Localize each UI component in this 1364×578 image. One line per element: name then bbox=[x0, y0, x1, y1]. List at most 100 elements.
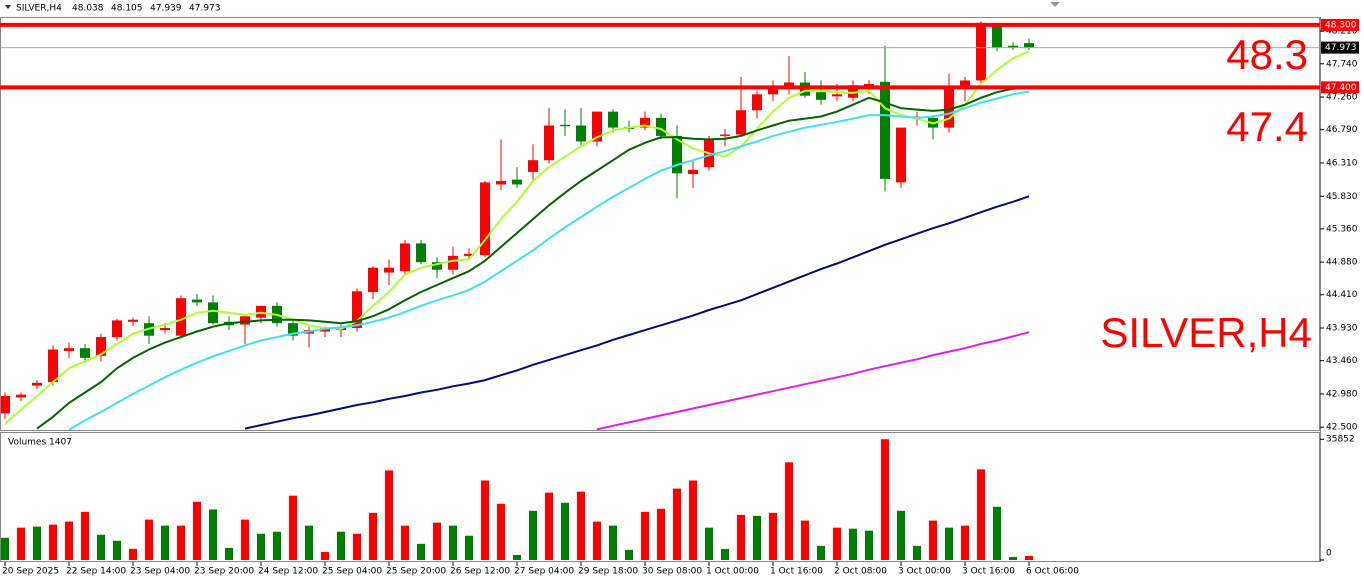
candle-body bbox=[896, 127, 906, 183]
x-tick-label: 20 Sep 2025 bbox=[2, 567, 59, 577]
candle-body bbox=[1024, 43, 1034, 48]
menu-arrow[interactable] bbox=[5, 5, 11, 9]
candle-body bbox=[960, 80, 970, 88]
volume-bar bbox=[657, 508, 665, 560]
candle-body bbox=[768, 87, 778, 95]
candle-body bbox=[64, 348, 74, 351]
x-tick-label: 29 Sep 18:00 bbox=[578, 567, 638, 577]
candle-body bbox=[560, 124, 570, 127]
header-low: 47.939 bbox=[150, 4, 182, 14]
volume-bar bbox=[529, 510, 537, 560]
volume-bar bbox=[321, 551, 329, 560]
volume-bar bbox=[17, 527, 25, 560]
candle-body bbox=[160, 328, 170, 331]
volume-bar bbox=[497, 503, 505, 560]
candle-body bbox=[496, 180, 506, 185]
candle-body bbox=[944, 87, 954, 128]
volume-bar bbox=[65, 521, 73, 560]
shift-marker bbox=[1050, 2, 1060, 7]
volume-bar bbox=[817, 545, 825, 560]
candle-body bbox=[832, 94, 842, 97]
candle-body bbox=[576, 125, 586, 142]
x-tick-label: 22 Sep 14:00 bbox=[66, 567, 126, 577]
volume-bar bbox=[737, 514, 745, 560]
volume-bar bbox=[1, 537, 9, 560]
candle-body bbox=[80, 348, 90, 358]
volume-bar bbox=[161, 525, 169, 560]
volume-bar bbox=[833, 527, 841, 560]
candle-body bbox=[816, 92, 826, 100]
volume-bar bbox=[113, 540, 121, 560]
x-tick-label: 6 Oct 06:00 bbox=[1026, 567, 1079, 577]
volume-pane-frame bbox=[0, 432, 1320, 562]
candle-body bbox=[448, 255, 458, 270]
volume-bar bbox=[1009, 556, 1017, 560]
candle-body bbox=[96, 337, 106, 356]
y-tick-label: 46.310 bbox=[1326, 158, 1358, 168]
volume-bar bbox=[273, 531, 281, 560]
volume-bar bbox=[721, 548, 729, 560]
x-tick-label: 30 Sep 08:00 bbox=[642, 567, 702, 577]
moving-average bbox=[596, 331, 1030, 430]
y-tick-label: 44.410 bbox=[1326, 290, 1358, 300]
candle-body bbox=[1008, 45, 1018, 48]
volume-bar bbox=[257, 533, 265, 560]
volume-bar bbox=[705, 527, 713, 560]
volume-bar bbox=[49, 524, 57, 560]
x-tick-label: 24 Sep 12:00 bbox=[258, 567, 318, 577]
candle-body bbox=[176, 298, 186, 336]
moving-average bbox=[4, 50, 1030, 425]
candle-body bbox=[512, 179, 522, 185]
volume-bar bbox=[625, 549, 633, 560]
y-tick-label: 43.930 bbox=[1326, 324, 1358, 334]
price-plot bbox=[1, 21, 1319, 430]
y-tick-label: 47.260 bbox=[1326, 93, 1358, 103]
y-tick-label: 0 bbox=[1326, 549, 1332, 559]
volume-title: Volumes 1407 bbox=[8, 438, 72, 448]
candle-body bbox=[400, 243, 410, 272]
volume-bar bbox=[225, 547, 233, 560]
y-tick-label: 43.460 bbox=[1326, 356, 1358, 366]
candle-body bbox=[464, 253, 474, 256]
candle-body bbox=[656, 117, 666, 136]
x-tick-label: 23 Sep 20:00 bbox=[194, 567, 254, 577]
volume-bar bbox=[337, 531, 345, 560]
volume-bar bbox=[753, 515, 761, 560]
volume-bar bbox=[881, 439, 889, 560]
volume-bar bbox=[481, 480, 489, 560]
candle-body bbox=[16, 394, 26, 398]
candle-body bbox=[240, 316, 250, 325]
symbol-label: SILVER,H4 bbox=[16, 4, 62, 14]
candle-body bbox=[112, 320, 122, 338]
candle-body bbox=[752, 94, 762, 111]
y-tick-label: 42.500 bbox=[1326, 423, 1358, 433]
level-annotation: 47.4 bbox=[1226, 103, 1308, 150]
level-box bbox=[1321, 81, 1359, 94]
candle-body bbox=[688, 169, 698, 175]
volume-bar bbox=[33, 526, 41, 560]
volume-bar bbox=[769, 512, 777, 560]
volume-bar bbox=[785, 462, 793, 560]
candle-body bbox=[192, 299, 202, 303]
volume-bar bbox=[577, 491, 585, 560]
candle-body bbox=[544, 125, 554, 161]
candle-body bbox=[784, 82, 794, 88]
volume-bar bbox=[193, 501, 201, 560]
x-tick-label: 27 Sep 04:00 bbox=[514, 567, 574, 577]
volume-bar bbox=[609, 525, 617, 560]
candle-body bbox=[48, 349, 58, 383]
candle-body bbox=[736, 110, 746, 135]
candle-body bbox=[672, 135, 682, 174]
y-tick-label: 44.880 bbox=[1326, 258, 1358, 268]
volume-bar bbox=[81, 511, 89, 560]
header-high: 48.105 bbox=[111, 4, 143, 14]
volume-bar bbox=[545, 492, 553, 560]
x-tick-label: 2 Oct 08:00 bbox=[834, 567, 887, 577]
volume-bar bbox=[353, 533, 361, 560]
volume-bar bbox=[801, 520, 809, 560]
header-close: 47.973 bbox=[189, 4, 221, 14]
symbol-annotation: SILVER,H4 bbox=[1100, 309, 1312, 356]
x-tick-label: 1 Oct 00:00 bbox=[706, 567, 759, 577]
x-tick-label: 26 Sep 12:00 bbox=[450, 567, 510, 577]
